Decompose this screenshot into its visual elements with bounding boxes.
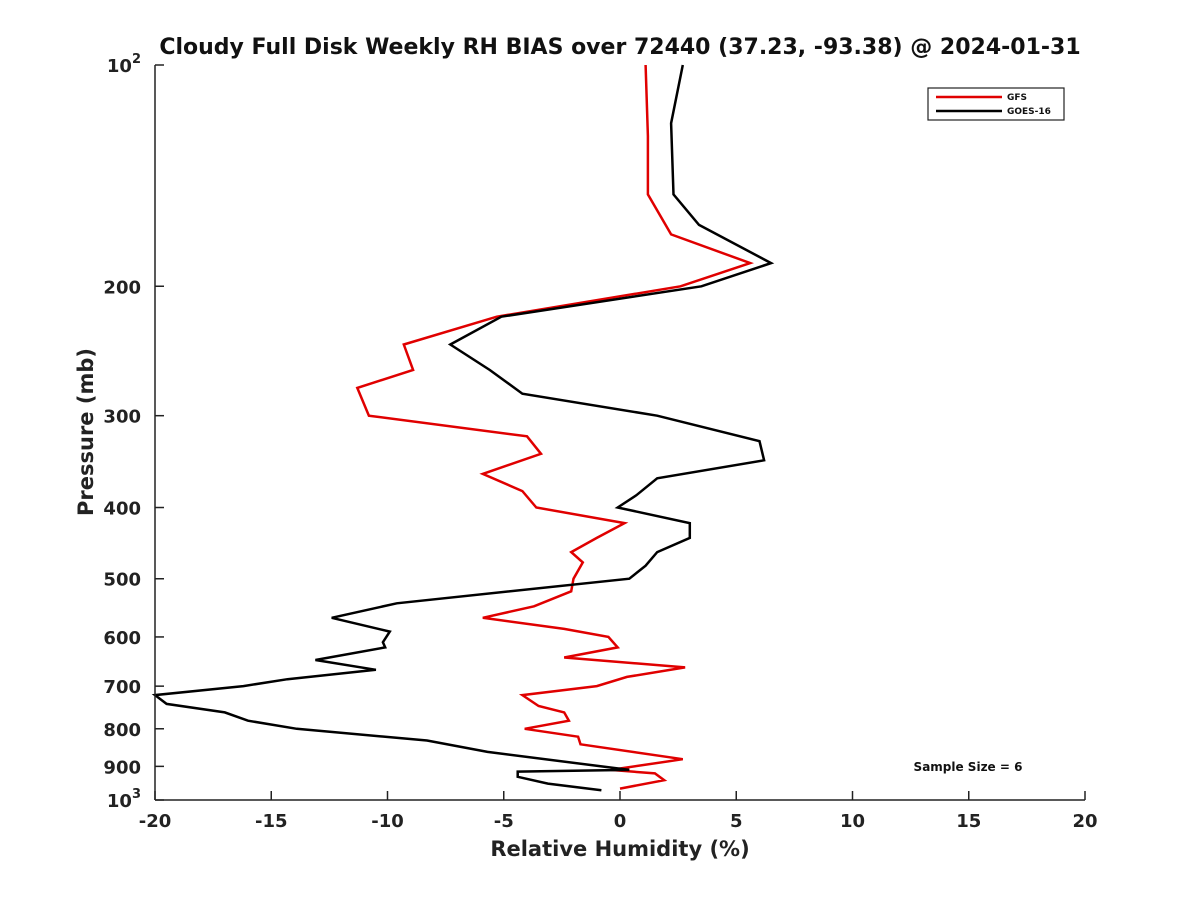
legend: GFS GOES-16	[927, 87, 1065, 121]
y-tick-label: 900	[103, 757, 141, 778]
y-tick-label-exponent: 3	[132, 787, 141, 802]
y-tick-label: 400	[103, 499, 141, 520]
x-tick-label: 10	[840, 811, 865, 832]
x-tick-label: 0	[614, 811, 627, 832]
x-axis-label: Relative Humidity (%)	[490, 837, 749, 861]
x-tick-label: -15	[255, 811, 288, 832]
x-tick-label: -20	[139, 811, 172, 832]
y-tick-label: 800	[103, 720, 141, 741]
x-tick-label: 15	[956, 811, 981, 832]
legend-label-gfs: GFS	[1007, 93, 1027, 103]
legend-box	[927, 87, 1065, 121]
chart-title: Cloudy Full Disk Weekly RH BIAS over 724…	[159, 35, 1080, 60]
x-tick-label: 5	[730, 811, 743, 832]
y-tick-label: 500	[103, 570, 141, 591]
y-tick-label-base: 10	[107, 791, 132, 812]
x-tick-label: -10	[371, 811, 404, 832]
x-ticks: -20 -15 -10 -5 0 5 10 15 20	[139, 791, 1098, 832]
y-tick-label-base: 10	[107, 56, 132, 77]
x-tick-label: 20	[1072, 811, 1097, 832]
y-tick-label: 700	[103, 677, 141, 698]
y-tick-label: 103	[107, 787, 141, 812]
y-tick-label: 200	[103, 277, 141, 298]
series-layer	[151, 64, 775, 792]
y-tick-label-exponent: 2	[132, 52, 141, 67]
x-tick-label: -5	[494, 811, 514, 832]
y-tick-label: 600	[103, 628, 141, 649]
plot-area	[155, 65, 1085, 800]
y-axis-label: Pressure (mb)	[74, 348, 98, 516]
y-tick-label: 102	[107, 52, 141, 77]
y-tick-label: 300	[103, 407, 141, 428]
sample-size-annotation: Sample Size = 6	[914, 760, 1023, 774]
legend-label-goes16: GOES-16	[1007, 107, 1051, 117]
series-line-gfs	[355, 64, 755, 790]
series-line-goes16	[151, 64, 775, 792]
